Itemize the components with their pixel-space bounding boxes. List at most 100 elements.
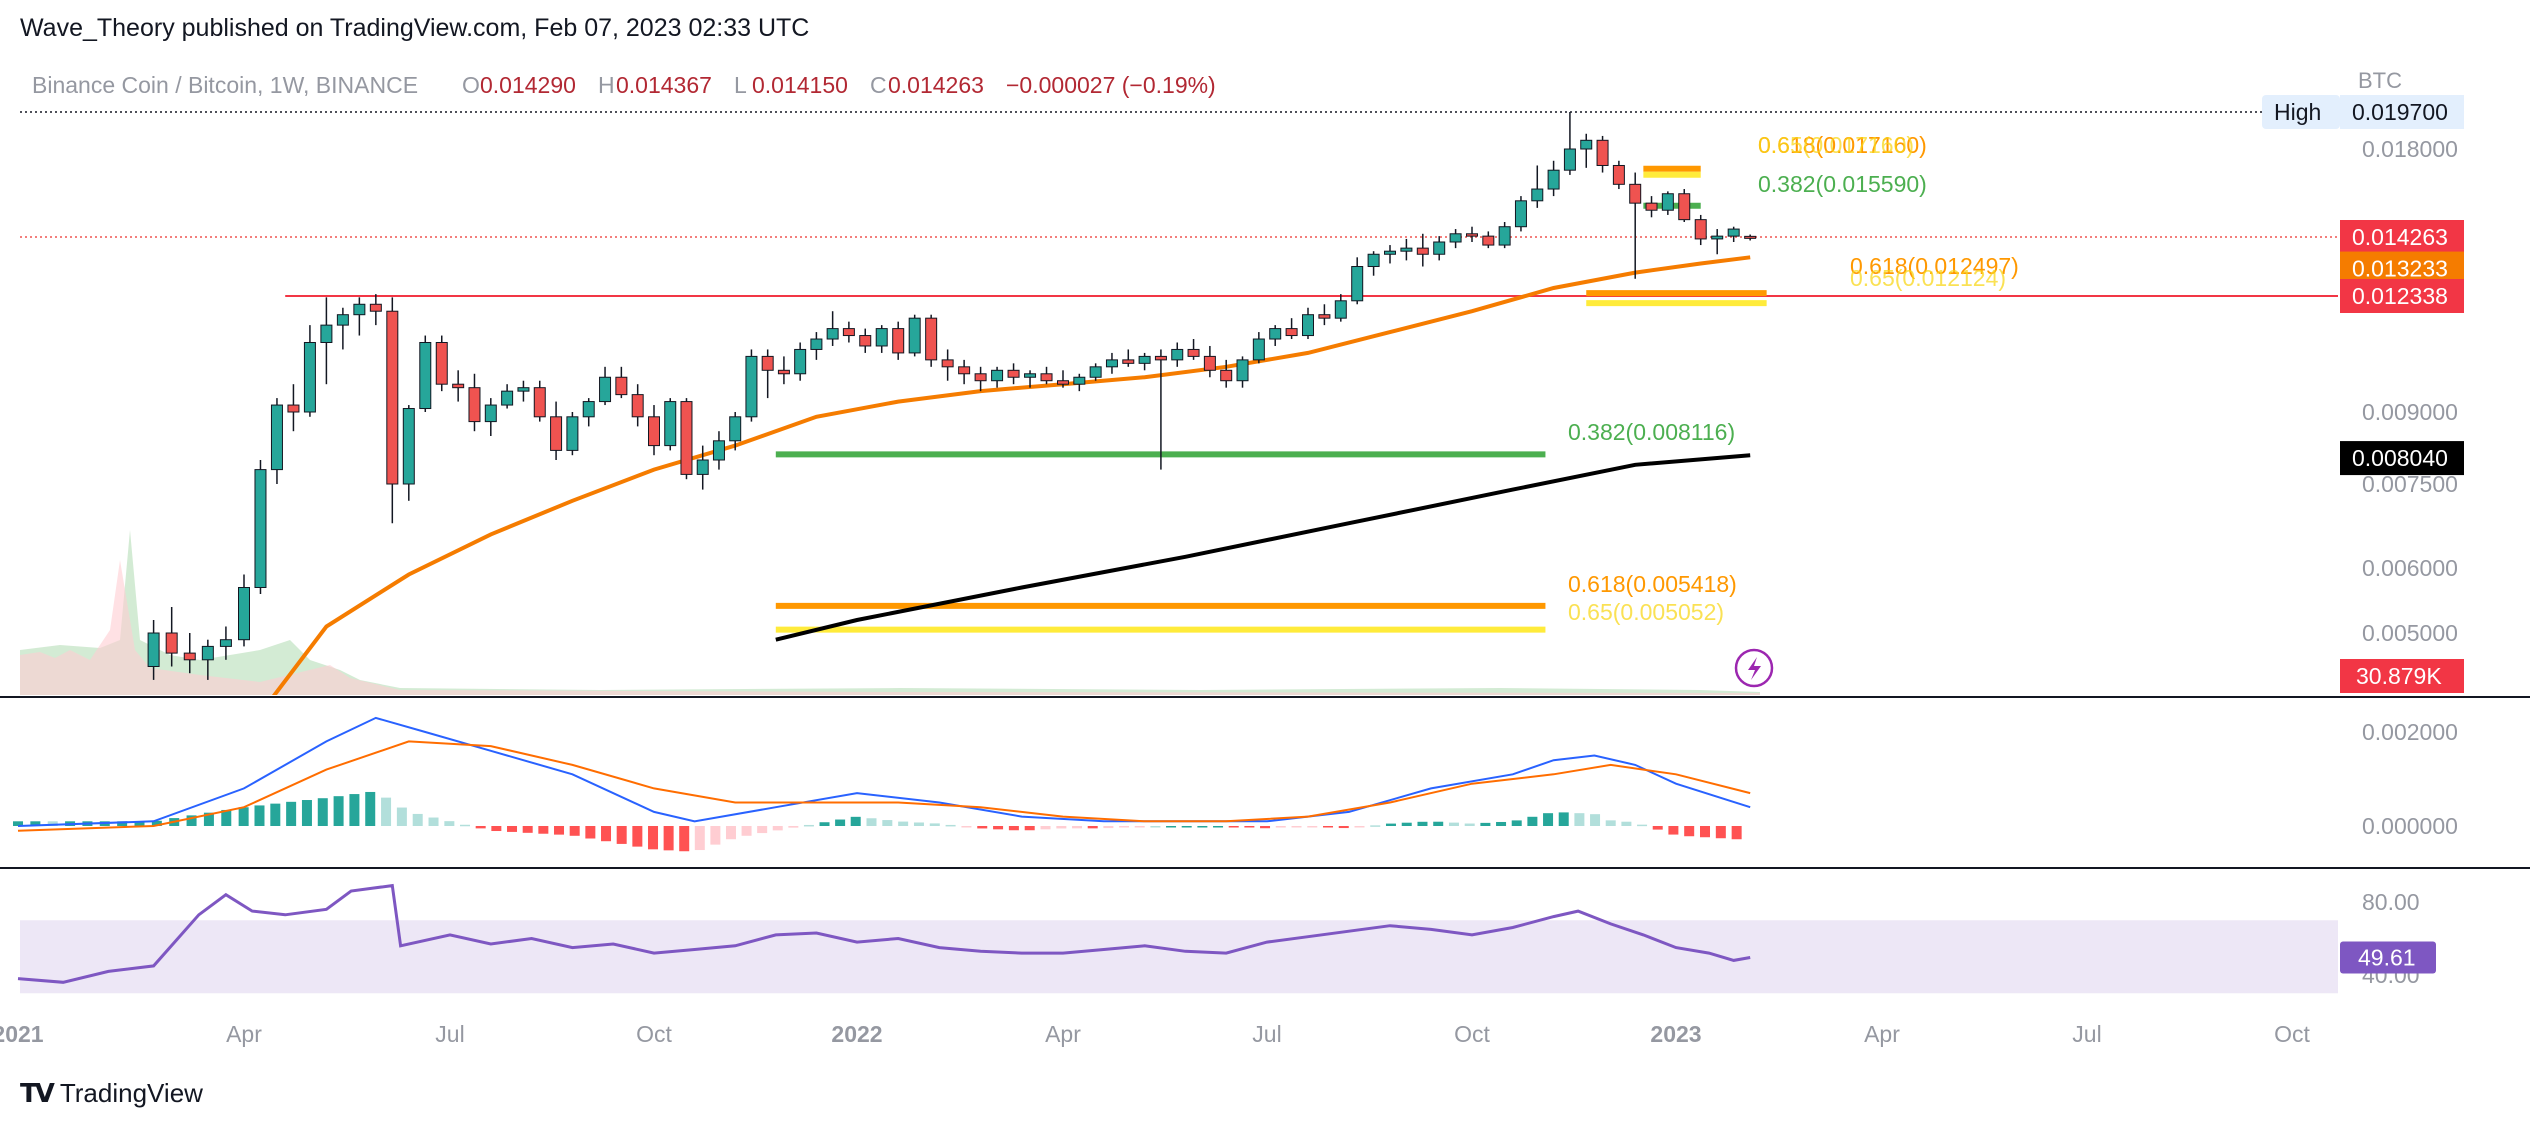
candle[interactable] — [1203, 345, 1216, 378]
candle[interactable] — [631, 384, 644, 427]
candle[interactable] — [1334, 294, 1347, 322]
candle[interactable] — [165, 607, 178, 667]
candle[interactable] — [1612, 160, 1625, 190]
macd-pane[interactable]: 0.002000 0.000000 — [13, 716, 2458, 852]
candle[interactable] — [1661, 191, 1674, 215]
candle[interactable] — [1744, 234, 1757, 241]
candle[interactable] — [1711, 229, 1724, 255]
candle[interactable] — [1057, 370, 1069, 388]
candle[interactable] — [1269, 325, 1282, 346]
candle[interactable] — [353, 297, 366, 336]
candle[interactable] — [484, 398, 497, 436]
candle[interactable] — [664, 398, 677, 451]
candle[interactable] — [566, 412, 579, 456]
lightning-icon[interactable] — [1734, 648, 1774, 688]
candle[interactable] — [320, 297, 333, 385]
candle[interactable] — [1285, 318, 1298, 340]
candle[interactable] — [1629, 172, 1642, 279]
candle[interactable] — [1449, 229, 1462, 249]
candle[interactable] — [1105, 352, 1118, 374]
candle[interactable] — [1694, 214, 1707, 246]
candle[interactable] — [1187, 339, 1200, 360]
candle[interactable] — [908, 314, 921, 357]
candle[interactable] — [1482, 231, 1495, 249]
candle[interactable] — [729, 412, 742, 451]
legend-row[interactable]: Binance Coin / Bitcoin, 1W, BINANCE O 0.01… — [32, 72, 1216, 98]
candle[interactable] — [810, 332, 823, 360]
candle[interactable] — [1220, 359, 1233, 388]
candle[interactable] — [452, 370, 465, 402]
candle[interactable] — [826, 311, 839, 346]
candle[interactable] — [303, 325, 316, 417]
candle[interactable] — [1089, 363, 1102, 381]
price-pane[interactable]: Binance Coin / Bitcoin, 1W, BINANCE O 0.01… — [20, 68, 2464, 713]
candle[interactable] — [369, 294, 382, 326]
candle[interactable] — [533, 380, 546, 422]
price-axis[interactable]: 0.018000 0.009000 0.007500 0.006000 0.005000… — [2262, 95, 2464, 693]
candle[interactable] — [1073, 373, 1086, 392]
candle[interactable] — [183, 633, 196, 674]
candle[interactable] — [270, 398, 283, 484]
candle[interactable] — [1416, 233, 1429, 267]
candle[interactable] — [386, 297, 399, 524]
candle[interactable] — [1433, 236, 1446, 261]
candle[interactable] — [550, 401, 563, 460]
candle[interactable] — [648, 405, 660, 456]
candle[interactable] — [875, 325, 888, 353]
candle[interactable] — [1563, 112, 1576, 175]
candle[interactable] — [599, 366, 612, 406]
candle[interactable] — [974, 366, 987, 392]
candle[interactable] — [1302, 307, 1314, 340]
candle[interactable] — [254, 460, 267, 594]
candle[interactable] — [1367, 251, 1380, 276]
candle[interactable] — [1318, 304, 1331, 326]
candle[interactable] — [1514, 196, 1527, 232]
candle[interactable] — [1138, 352, 1151, 371]
candle[interactable] — [745, 349, 758, 422]
candle[interactable] — [696, 445, 709, 490]
candle[interactable] — [1040, 366, 1053, 385]
candle[interactable] — [1351, 257, 1364, 305]
candle[interactable] — [517, 380, 530, 402]
candle[interactable] — [941, 349, 954, 381]
candle[interactable] — [892, 321, 905, 360]
candle[interactable] — [1252, 332, 1265, 364]
candle[interactable] — [680, 398, 693, 480]
candle[interactable] — [1547, 160, 1560, 197]
candle[interactable] — [219, 626, 232, 660]
candle[interactable] — [1236, 356, 1249, 388]
candle[interactable] — [582, 398, 595, 427]
candle[interactable] — [1727, 226, 1740, 242]
candle[interactable] — [1384, 245, 1396, 264]
candle[interactable] — [712, 431, 725, 470]
candle[interactable] — [147, 620, 160, 680]
time-axis[interactable]: 2021 Apr Jul Oct 2022 Apr Jul Oct 2023 Apr Jul Oct — [0, 1021, 2310, 1047]
candle[interactable] — [842, 321, 855, 343]
candle[interactable] — [419, 335, 432, 412]
candle[interactable] — [402, 405, 415, 501]
candle[interactable] — [201, 639, 214, 680]
candle[interactable] — [615, 366, 628, 399]
candle[interactable] — [1531, 165, 1544, 208]
candle[interactable] — [468, 373, 481, 432]
candle[interactable] — [435, 335, 448, 392]
candle[interactable] — [859, 328, 872, 353]
candle[interactable] — [991, 366, 1004, 388]
candle[interactable] — [1007, 363, 1020, 385]
candle[interactable] — [1678, 189, 1691, 222]
candle[interactable] — [1498, 221, 1511, 249]
candle[interactable] — [287, 384, 300, 432]
candle[interactable] — [501, 384, 514, 409]
candle[interactable] — [925, 314, 938, 367]
candle[interactable] — [1466, 226, 1478, 242]
candle[interactable] — [794, 342, 807, 381]
candle[interactable] — [761, 349, 774, 399]
candle[interactable] — [1645, 196, 1658, 218]
candle[interactable] — [1122, 349, 1135, 367]
candle[interactable] — [1400, 238, 1413, 261]
candle[interactable] — [777, 356, 790, 385]
candle[interactable] — [238, 574, 250, 647]
candle[interactable] — [1171, 342, 1184, 367]
